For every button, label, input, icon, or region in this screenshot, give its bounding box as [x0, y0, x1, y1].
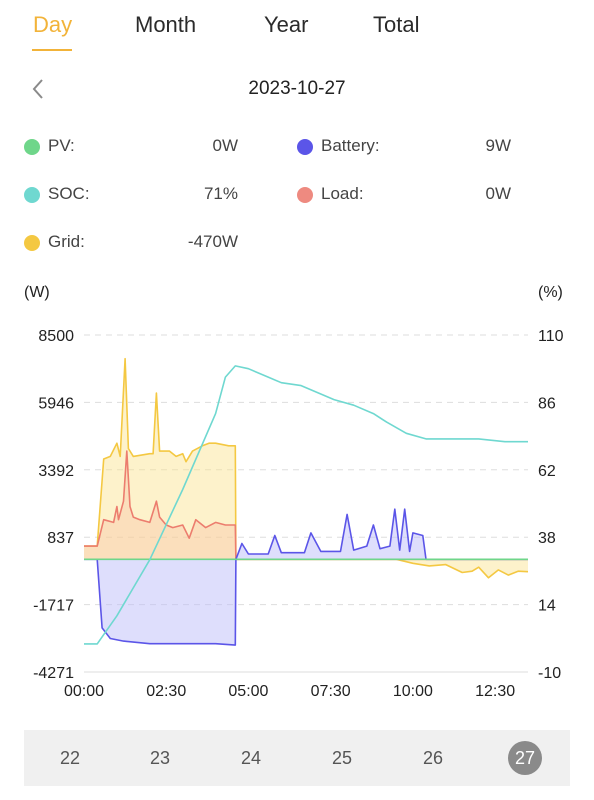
- legend-battery: Battery: 9W: [297, 136, 517, 160]
- x-tick-label: 12:30: [475, 683, 515, 700]
- y-right-tick-label: -10: [538, 665, 561, 682]
- y-left-tick-label: 5946: [38, 395, 74, 412]
- chart-canvas: 8500 110 5946 86 3392 62 837 38 -1717 14 -4271 -10 0…: [33, 328, 564, 700]
- day-22[interactable]: 22: [59, 748, 81, 768]
- day-26[interactable]: 26: [422, 748, 444, 768]
- x-tick-label: 00:00: [64, 683, 104, 700]
- legend-grid-value: -470W: [187, 232, 238, 251]
- y-right-tick-label: 38: [538, 530, 556, 547]
- active-tab-indicator: [32, 49, 72, 51]
- y-right-tick-label: 110: [538, 328, 564, 345]
- load-series-line: [84, 450, 528, 561]
- legend-battery-label: Battery:: [321, 136, 380, 155]
- grid-dot-icon: [24, 235, 40, 251]
- period-tabs: Day Month Year Total: [0, 0, 594, 60]
- legend-pv-value: 0W: [212, 136, 239, 155]
- x-tick-label: 02:30: [146, 683, 186, 700]
- legend-battery-value: 9W: [485, 136, 512, 155]
- day-24[interactable]: 24: [240, 748, 262, 768]
- date-navigator: 2023-10-27: [0, 70, 594, 110]
- pv-dot-icon: [24, 139, 40, 155]
- legend-pv: PV: 0W: [24, 136, 244, 160]
- battery-series-line: [84, 508, 528, 646]
- battery-dot-icon: [297, 139, 313, 155]
- y-left-tick-label: 837: [47, 530, 74, 547]
- chevron-left-icon[interactable]: [26, 76, 52, 102]
- load-area: [84, 451, 528, 560]
- y-right-unit: (%): [538, 284, 563, 301]
- legend-load: Load: 0W: [297, 184, 517, 208]
- legend-pv-label: PV:: [48, 136, 75, 155]
- tab-day[interactable]: Day: [33, 12, 73, 37]
- y-right-tick-label: 14: [538, 598, 556, 615]
- power-chart[interactable]: (W) (%) 8500 110 5946 86 3392 62 837 38 -1717 14 -…: [0, 278, 594, 708]
- legend-load-label: Load:: [321, 184, 364, 203]
- soc-series-line: [84, 365, 528, 645]
- x-tick-label: 07:30: [311, 683, 351, 700]
- day-27[interactable]: 27: [495, 730, 555, 786]
- y-left-tick-label: -1717: [33, 598, 74, 615]
- y-left-unit: (W): [24, 284, 50, 301]
- legend-soc-value: 71%: [203, 184, 238, 203]
- tab-total[interactable]: Total: [373, 12, 420, 37]
- legend-load-value: 0W: [485, 184, 512, 203]
- tab-month[interactable]: Month: [135, 12, 197, 37]
- legend-grid: Grid: -470W: [24, 232, 244, 256]
- legend-soc-label: SOC:: [48, 184, 90, 203]
- selected-date[interactable]: 2023-10-27: [248, 78, 346, 99]
- battery-area: [84, 509, 528, 646]
- day-25[interactable]: 25: [331, 748, 353, 768]
- legend-grid-label: Grid:: [48, 232, 85, 251]
- power-legend: PV: 0W Battery: 9W SOC: 71% Load: 0W Gri…: [0, 128, 594, 268]
- y-right-tick-label: 86: [538, 395, 556, 412]
- x-tick-label: 05:00: [228, 683, 268, 700]
- y-right-tick-label: 62: [538, 463, 556, 480]
- load-dot-icon: [297, 187, 313, 203]
- day-selector: 22 23 24 25 26 27: [24, 730, 570, 786]
- soc-dot-icon: [24, 187, 40, 203]
- y-left-tick-label: 3392: [38, 463, 74, 480]
- x-tick-label: 10:00: [393, 683, 433, 700]
- legend-soc: SOC: 71%: [24, 184, 244, 208]
- tab-year[interactable]: Year: [264, 12, 309, 37]
- y-left-tick-label: -4271: [33, 665, 74, 682]
- y-left-tick-label: 8500: [38, 328, 74, 345]
- day-23[interactable]: 23: [149, 748, 171, 768]
- grid-series-line: [84, 357, 529, 579]
